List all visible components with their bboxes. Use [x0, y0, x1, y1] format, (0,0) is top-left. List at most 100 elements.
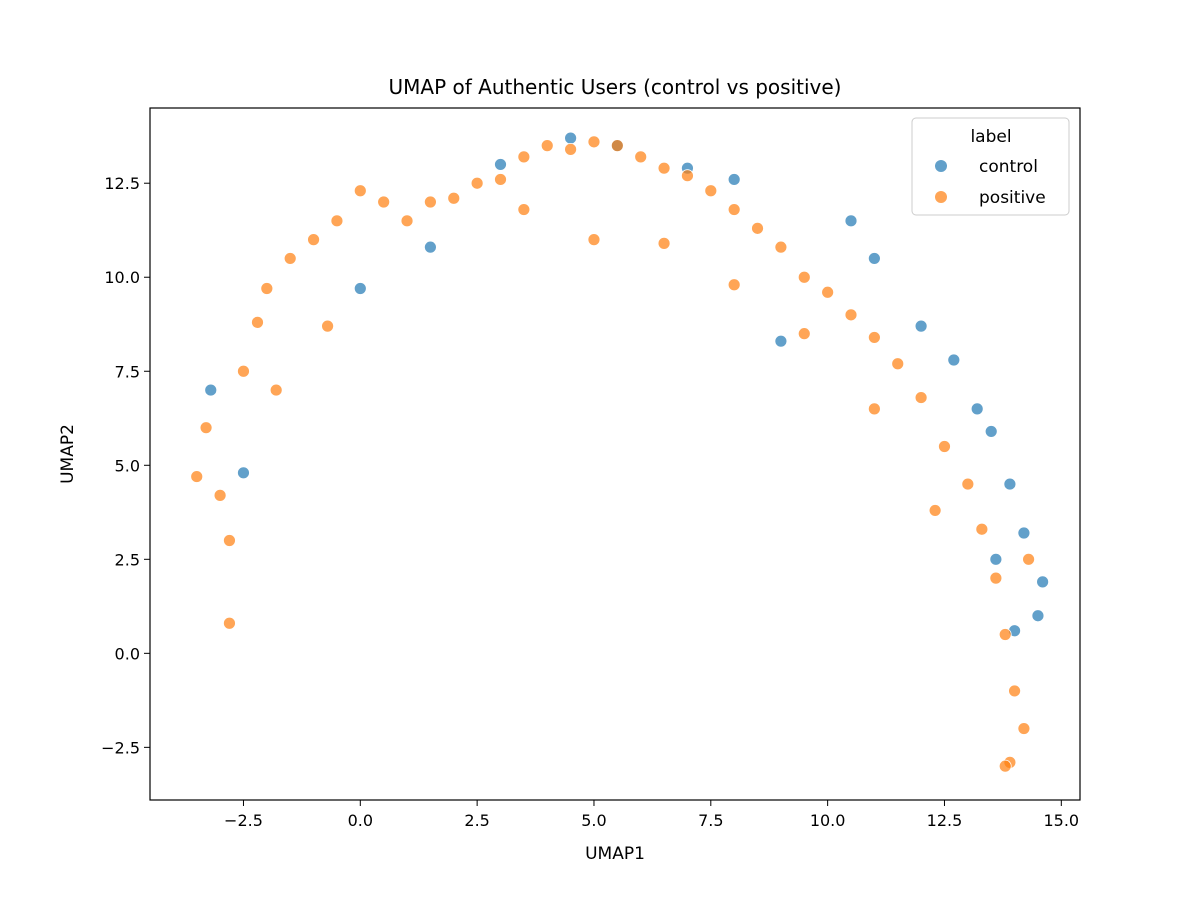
point-control	[494, 158, 507, 171]
chart-title: UMAP of Authentic Users (control vs posi…	[389, 75, 842, 99]
point-control	[424, 240, 437, 254]
point-positive	[844, 308, 858, 322]
point-positive	[938, 440, 951, 453]
point-control	[1017, 526, 1031, 540]
x-axis-ticks: −2.5 0.0 2.5 5.0 7.5 10.0 12.5 15.0	[224, 800, 1079, 830]
point-positive	[307, 233, 320, 247]
y-tick-label: 5.0	[115, 456, 140, 475]
x-tick-label: 10.0	[810, 811, 846, 830]
point-positive	[634, 150, 648, 164]
point-positive	[283, 252, 297, 265]
point-positive	[377, 195, 391, 209]
point-positive	[223, 616, 236, 630]
point-positive	[190, 470, 204, 483]
legend-entry-control: control	[979, 157, 1038, 177]
y-axis-ticks: −2.5 0.0 2.5 5.0 7.5 10.0 12.5	[101, 174, 150, 757]
scatter-points	[190, 131, 1050, 773]
y-axis-title: UMAP2	[58, 424, 78, 484]
legend: label control positive	[911, 117, 1070, 216]
point-positive	[424, 195, 437, 209]
point-positive	[998, 759, 1012, 773]
point-positive	[199, 421, 213, 435]
point-control	[984, 425, 998, 438]
point-positive	[213, 488, 227, 502]
x-tick-label: 5.0	[581, 811, 606, 830]
point-positive	[928, 504, 942, 517]
point-control	[844, 214, 858, 228]
point-control	[1031, 609, 1045, 623]
point-positive	[587, 233, 601, 247]
point-control	[1003, 477, 1017, 491]
point-positive	[494, 173, 507, 186]
point-positive	[321, 319, 334, 333]
point-control	[1036, 575, 1050, 589]
legend-entry-positive: positive	[979, 188, 1046, 208]
point-positive	[610, 139, 624, 153]
point-positive	[269, 383, 283, 397]
point-positive	[470, 176, 484, 190]
point-positive	[891, 357, 905, 371]
y-tick-label: 2.5	[115, 550, 140, 569]
plot-frame	[149, 107, 1081, 801]
point-positive	[821, 285, 835, 299]
point-positive	[727, 203, 741, 216]
x-tick-label: 12.5	[927, 811, 963, 830]
point-control	[970, 402, 984, 416]
point-positive	[914, 391, 928, 404]
point-positive	[774, 240, 788, 254]
point-positive	[260, 282, 274, 295]
y-tick-label: −2.5	[101, 738, 140, 757]
point-control	[914, 319, 928, 333]
point-control	[867, 252, 881, 265]
point-positive	[797, 270, 811, 284]
point-positive	[237, 364, 250, 378]
point-positive	[867, 331, 881, 344]
point-positive	[1008, 684, 1021, 698]
legend-marker-positive	[935, 191, 947, 203]
point-positive	[727, 278, 741, 292]
x-tick-label: 15.0	[1043, 811, 1079, 830]
point-control	[353, 282, 367, 295]
point-positive	[540, 139, 554, 153]
point-control	[564, 131, 578, 145]
point-positive	[251, 315, 264, 329]
x-axis-title: UMAP1	[585, 844, 645, 864]
point-positive	[517, 203, 531, 216]
point-control	[727, 173, 741, 186]
point-positive	[975, 522, 989, 536]
y-tick-label: 7.5	[115, 362, 140, 381]
x-tick-label: −2.5	[224, 811, 263, 830]
point-positive	[447, 191, 461, 205]
point-positive	[657, 236, 671, 250]
point-control	[947, 353, 961, 367]
point-positive	[961, 477, 975, 491]
point-positive	[400, 214, 414, 228]
point-positive	[681, 169, 694, 183]
legend-marker-control	[935, 160, 947, 172]
legend-title: label	[970, 127, 1011, 147]
point-positive	[751, 221, 764, 235]
legend-box	[911, 117, 1070, 216]
point-positive	[517, 150, 531, 164]
point-positive	[564, 142, 578, 156]
point-control	[237, 466, 250, 480]
point-positive	[704, 184, 718, 198]
point-positive	[330, 214, 344, 228]
point-positive	[998, 628, 1012, 641]
point-positive	[223, 534, 236, 547]
x-tick-label: 0.0	[348, 811, 373, 830]
point-positive	[587, 135, 601, 149]
point-positive	[353, 184, 367, 198]
point-control	[774, 334, 788, 348]
x-tick-label: 7.5	[698, 811, 723, 830]
x-tick-label: 2.5	[464, 811, 489, 830]
point-positive	[657, 161, 671, 175]
point-control	[989, 552, 1003, 566]
point-positive	[867, 402, 881, 416]
y-tick-label: 12.5	[104, 174, 140, 193]
y-tick-label: 10.0	[104, 268, 140, 287]
point-positive	[1022, 552, 1035, 566]
point-control	[204, 383, 218, 397]
y-tick-label: 0.0	[115, 644, 140, 663]
